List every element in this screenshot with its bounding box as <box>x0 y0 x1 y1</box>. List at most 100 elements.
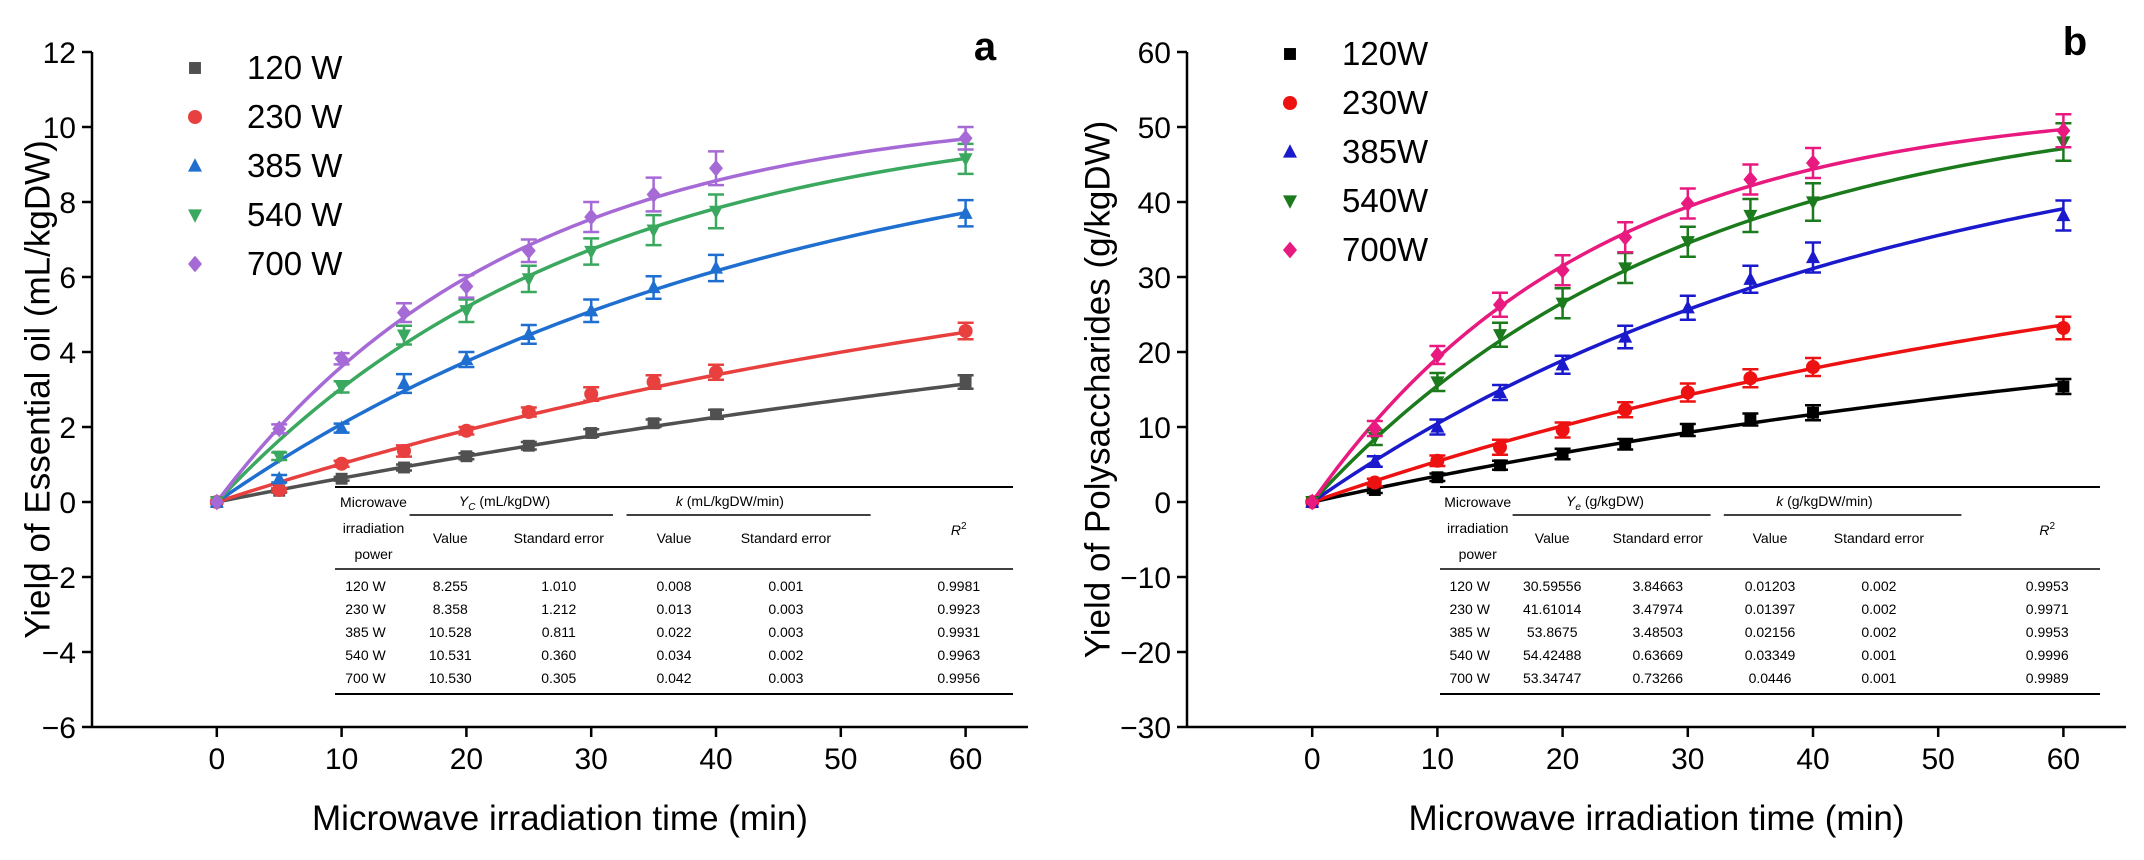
data-point-700w <box>209 493 224 511</box>
table-cell: 54.42488 <box>1523 647 1582 663</box>
table-header-power: irradiation <box>343 520 404 536</box>
data-point-120w <box>1431 471 1444 484</box>
table-cell: 0.001 <box>1861 647 1896 663</box>
table-header-r2: R2 <box>951 521 967 538</box>
panel-b: 0 10 20 30 40 50 60 −30 −20 −10 0 10 20 30 40 50 60 Micro… <box>1079 20 2126 838</box>
data-point-700w <box>521 242 536 260</box>
table-cell: 0.9981 <box>937 578 980 594</box>
data-point-230w <box>709 365 723 380</box>
table-cell: 0.001 <box>1861 670 1896 686</box>
data-point-385w <box>1680 300 1695 314</box>
data-point-230w <box>272 483 287 497</box>
table-cell: 540 W <box>345 647 386 663</box>
data-point-700w <box>584 208 599 226</box>
data-point-540w <box>709 205 723 220</box>
table-cell: 3.48503 <box>1632 624 1683 640</box>
panel-letter: a <box>974 25 997 69</box>
data-point-120w <box>1494 459 1506 472</box>
data-point-120w <box>1681 424 1694 436</box>
y-tick-label: 30 <box>1138 262 1171 295</box>
y-tick-label: 0 <box>59 487 76 520</box>
table-header-power: Microwave <box>340 494 407 510</box>
legend-label: 120 W <box>247 49 343 86</box>
data-point-230w <box>1618 402 1633 417</box>
table-header-k: k (mL/kgDW/min) <box>676 493 784 509</box>
table-cell: 0.002 <box>1861 578 1896 594</box>
table-header-param: YC (mL/kgDW) <box>459 493 550 513</box>
x-tick-label: 0 <box>208 743 225 776</box>
data-point-120w <box>460 450 473 463</box>
table-cell: 53.8675 <box>1527 624 1578 640</box>
table-cell: 0.003 <box>768 601 803 617</box>
table-cell: 10.531 <box>429 647 472 663</box>
data-point-700w <box>1618 228 1633 246</box>
y-tick-label: 8 <box>59 187 76 220</box>
y-tick-label: 60 <box>1138 37 1171 70</box>
data-point-540w <box>334 381 349 395</box>
panel-letter: b <box>2063 20 2087 64</box>
x-tick-label: 30 <box>1671 743 1704 776</box>
data-point-385w <box>1493 384 1507 399</box>
data-point-120w <box>1368 484 1381 496</box>
table-cell: 0.008 <box>656 578 691 594</box>
legend-label: 230 W <box>247 98 343 135</box>
data-point-230w <box>1430 453 1445 468</box>
y-tick-label: 20 <box>1138 337 1171 370</box>
fit-curve-230w <box>1311 323 2064 504</box>
x-tick-label: 60 <box>2047 743 2080 776</box>
table-header-power: power <box>1459 546 1497 562</box>
y-tick-label: 40 <box>1138 187 1171 220</box>
table-cell: 0.01203 <box>1745 578 1796 594</box>
table-cell: 0.003 <box>768 670 803 686</box>
legend-label: 540W <box>1342 182 1429 219</box>
table-cell: 0.042 <box>656 670 691 686</box>
table-cell: 120 W <box>1449 578 1490 594</box>
y-tick-label: −30 <box>1120 712 1171 745</box>
x-tick-label: 20 <box>450 743 483 776</box>
data-point-540w <box>958 153 973 167</box>
data-point-120w <box>959 376 972 388</box>
data-point-120w <box>1619 438 1632 451</box>
table-cell: 0.63669 <box>1632 647 1683 663</box>
table-subheader-value: Value <box>433 530 468 546</box>
data-point-540w <box>1493 329 1507 343</box>
legend-label: 700 W <box>247 245 343 282</box>
data-point-120w <box>1556 448 1569 460</box>
table-cell: 53.34747 <box>1523 670 1582 686</box>
data-point-540w <box>1555 297 1570 311</box>
data-point-700w <box>1555 261 1570 279</box>
data-point-230w <box>397 444 411 458</box>
table-cell: 0.811 <box>542 624 576 640</box>
legend-marker-230w <box>1283 96 1297 110</box>
table-cell: 0.02156 <box>1745 624 1796 640</box>
y-axis-title: Yield of Polysaccharides (g/kgDW) <box>1079 121 1118 659</box>
table-cell: 8.255 <box>433 578 468 594</box>
data-point-385w <box>709 260 723 274</box>
data-point-700w <box>1367 420 1382 437</box>
data-point-540w <box>459 305 474 319</box>
inset-table: Microwave irradiation power YC (mL/kgDW) k (… <box>335 486 1013 695</box>
x-tick-label: 10 <box>325 743 358 776</box>
legend-label: 540 W <box>247 196 343 233</box>
y-tick-label: 0 <box>1154 487 1171 520</box>
legend-marker-385w <box>188 158 202 172</box>
legend-label: 385 W <box>247 147 343 184</box>
data-point-385w <box>584 303 599 317</box>
table-subheader-se: Standard error <box>514 530 605 546</box>
data-point-120w <box>2057 380 2070 393</box>
table-cell: 41.61014 <box>1523 601 1582 617</box>
data-point-700w <box>1305 493 1320 511</box>
x-tick-label: 40 <box>1796 743 1829 776</box>
data-point-700w <box>334 350 349 368</box>
table-cell: 385 W <box>345 624 386 640</box>
x-axis-title: Microwave irradiation time (min) <box>312 799 808 838</box>
table-cell: 10.530 <box>429 670 472 686</box>
table-cell: 0.002 <box>1861 601 1896 617</box>
data-point-385w <box>1618 329 1633 343</box>
data-point-385w <box>1430 419 1445 433</box>
x-tick-label: 40 <box>699 743 732 776</box>
legend-marker-120w <box>189 62 201 74</box>
table-cell: 0.9956 <box>937 670 980 686</box>
data-point-230w <box>1493 440 1507 455</box>
